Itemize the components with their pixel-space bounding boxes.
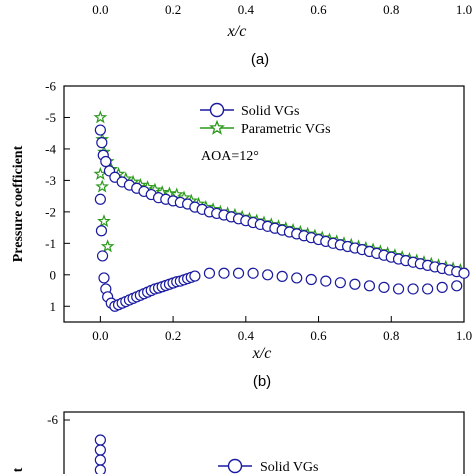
solid-vgs-point <box>436 281 448 293</box>
y-tick-label: 0 <box>50 267 57 282</box>
legend-solid-label: Solid VGs <box>241 104 299 119</box>
solid-vgs-point <box>349 278 361 290</box>
solid-vgs-point <box>96 250 109 262</box>
solid-vgs-point <box>334 277 346 289</box>
bottom-legend-marker <box>227 458 243 474</box>
solid-vgs-point <box>276 270 288 282</box>
chart-panel-b: -6 -5 -4 -3 -2 -1 0 1 0.0 0.2 0.4 0.6 0.8 1.0 Pressu… <box>11 79 472 363</box>
solid-vgs-point <box>458 267 470 279</box>
x-tick-label: 0.6 <box>310 328 327 343</box>
x-axis-label: x/c <box>252 345 272 362</box>
solid-vgs-point <box>94 124 106 136</box>
bottom-plot-frame <box>63 411 465 474</box>
top-x-tick-label: 0.8 <box>383 2 399 17</box>
top-panel-fragment: 0.0 0.2 0.4 0.6 0.8 1.0 x/c (a) <box>92 2 472 68</box>
solid-vgs-point <box>422 283 434 295</box>
solid-vgs-point <box>94 193 106 205</box>
parametric-vgs-point <box>100 239 115 253</box>
bottom-solid-vgs-point <box>94 464 106 474</box>
x-tick-label: 0.0 <box>92 328 108 343</box>
panel-b-caption: (b) <box>253 373 271 390</box>
solid-vgs-point <box>392 283 405 295</box>
y-tick-label: -3 <box>45 173 56 188</box>
solid-vgs-point <box>378 281 390 293</box>
solid-vgs-point <box>262 269 274 281</box>
y-tick-label: -4 <box>45 141 56 156</box>
top-x-tick-label: 0.4 <box>238 2 255 17</box>
x-tick-label: 0.4 <box>238 328 255 343</box>
x-tick-label: 0.2 <box>165 328 181 343</box>
x-tick-label: 0.8 <box>383 328 399 343</box>
top-caption: (a) <box>251 51 269 68</box>
solid-vgs-point <box>305 273 317 286</box>
y-tick-label: -6 <box>45 79 56 94</box>
solid-vgs-point <box>100 155 112 168</box>
top-x-tick-label: 0.0 <box>92 2 108 17</box>
solid-vgs-point <box>232 267 245 279</box>
parametric-vgs-point <box>97 214 111 228</box>
solid-vgs-point <box>407 283 419 295</box>
legend: Solid VGs Parametric VGs <box>200 102 331 137</box>
top-x-tick-label: 0.6 <box>310 2 327 17</box>
solid-vgs-point <box>363 280 376 292</box>
bottom-legend-label: Solid VGs <box>260 460 318 474</box>
top-xlabel: x/c <box>227 23 247 40</box>
bottom-solid-vgs-point <box>94 454 106 466</box>
y-tick-label: -5 <box>45 110 56 125</box>
solid-vgs-point <box>203 267 216 279</box>
aoa-annotation: AOA=12° <box>201 149 259 164</box>
bottom-solid-vgs-point <box>94 444 106 456</box>
bottom-y-axis-label-fragment: t <box>11 467 26 472</box>
parametric-vgs-point <box>93 110 108 124</box>
solid-vgs-point <box>95 225 108 237</box>
bottom-solid-vgs-point <box>94 434 106 446</box>
y-tick-label: -1 <box>45 236 56 251</box>
x-axis-ticks: 0.0 0.2 0.4 0.6 0.8 1.0 <box>92 316 472 343</box>
solid-vgs-point <box>189 270 201 282</box>
solid-vgs-point <box>218 267 230 279</box>
y-tick-label: 1 <box>50 299 57 314</box>
parametric-vgs-point <box>95 179 110 193</box>
solid-vgs-point <box>320 275 332 287</box>
y-axis-ticks: -6 -5 -4 -3 -2 -1 0 1 <box>45 79 70 314</box>
y-axis-label: Pressure coefficient <box>11 145 26 262</box>
plot-frame <box>63 85 465 323</box>
solid-vgs-point <box>96 137 108 149</box>
solid-vgs-point <box>451 280 463 292</box>
legend-parametric-marker <box>209 119 225 135</box>
solid-vgs-point <box>247 267 259 279</box>
legend-solid-marker <box>209 102 225 118</box>
bottom-y-tick-label: -6 <box>47 412 58 427</box>
solid-vgs-point <box>291 272 303 284</box>
solid-vgs-point <box>98 272 110 284</box>
y-tick-label: -2 <box>45 204 56 219</box>
x-tick-label: 1.0 <box>456 328 472 343</box>
legend-parametric-label: Parametric VGs <box>241 122 331 137</box>
top-x-tick-label: 0.2 <box>165 2 181 17</box>
bottom-data-fragment <box>94 434 106 474</box>
data-series <box>93 110 470 312</box>
bottom-panel-fragment: -6 t Solid VGs <box>11 411 465 474</box>
top-x-tick-labels: 0.0 0.2 0.4 0.6 0.8 1.0 <box>92 2 472 17</box>
top-x-tick-label: 1.0 <box>456 2 472 17</box>
